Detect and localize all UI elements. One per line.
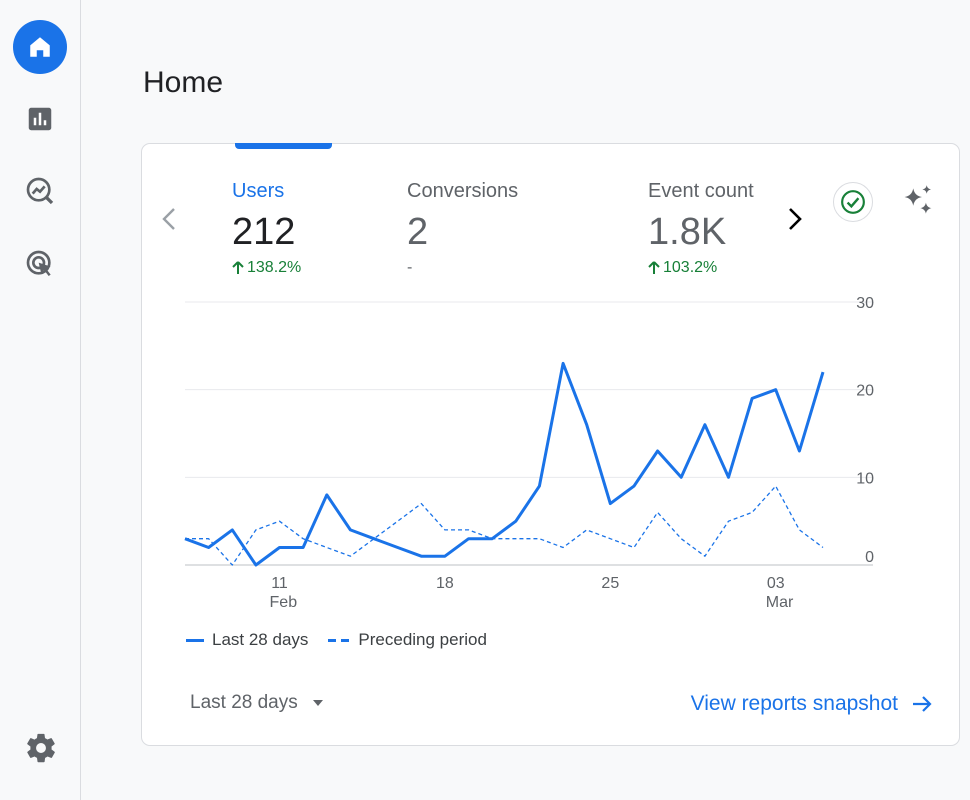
prev-metrics-button[interactable] [156, 204, 182, 234]
metric-change: 138.2% [232, 259, 301, 277]
metric-event-count[interactable]: Event count 1.8K 103.2% [648, 180, 754, 277]
x-tick-label: 18 [436, 575, 454, 592]
legend-previous-label: Preceding period [358, 630, 487, 649]
nav-advertising-button[interactable] [13, 237, 67, 291]
side-rail [0, 0, 81, 800]
x-tick-sublabel: Mar [766, 594, 794, 611]
nav-home-button[interactable] [13, 20, 67, 74]
metric-users[interactable]: Users 212 138.2% [232, 180, 301, 277]
home-icon [30, 37, 50, 57]
metric-conversions[interactable]: Conversions 2 - [407, 180, 518, 277]
date-range-label: Last 28 days [190, 692, 298, 713]
series-line-last-28-days [184, 361, 825, 567]
metric-label: Conversions [407, 180, 519, 202]
metric-value: 212 [232, 211, 296, 253]
legend-previous[interactable]: Preceding period [328, 630, 487, 650]
metric-change-value: 103.2% [663, 259, 718, 276]
advertising-icon [26, 250, 51, 276]
legend-dashed-swatch [328, 638, 351, 642]
chevron-right-icon [789, 208, 802, 230]
metric-value: 2 [407, 211, 429, 253]
y-tick-label: 10 [856, 470, 874, 487]
y-tick-label: 30 [856, 295, 874, 312]
legend-solid-swatch [186, 638, 204, 642]
x-tick-sublabel: Feb [270, 594, 298, 611]
metric-label: Users [232, 180, 285, 202]
metric-value: 1.8K [648, 211, 727, 253]
active-tab-indicator [235, 143, 332, 149]
legend-current[interactable]: Last 28 days [186, 630, 308, 650]
view-reports-snapshot-link[interactable]: View reports snapshot [691, 692, 932, 716]
users-line-chart: 0 10 20 30 11 Feb 18 25 03 Mar [184, 295, 874, 611]
nav-explore-button[interactable] [13, 164, 67, 218]
legend-current-label: Last 28 days [212, 630, 309, 649]
metric-label: Event count [648, 180, 754, 202]
next-metrics-button[interactable] [782, 204, 808, 234]
y-tick-label: 20 [856, 383, 874, 400]
caret-down-icon [312, 700, 323, 706]
x-tick-label: 03 [767, 575, 785, 592]
ai-insights-button[interactable] [896, 179, 940, 223]
chevron-left-icon [162, 208, 175, 230]
series-line-preceding-period [185, 485, 824, 566]
insights-check-button[interactable] [833, 182, 873, 222]
snapshot-link-label: View reports snapshot [690, 692, 898, 715]
explore-icon [26, 177, 54, 205]
check-circle-icon [841, 190, 865, 214]
x-tick-label: 25 [601, 575, 619, 592]
chart-legend: Last 28 days Preceding period [186, 630, 487, 650]
metric-change: 103.2% [648, 259, 754, 277]
nav-reports-button[interactable] [13, 92, 67, 146]
settings-button[interactable] [22, 729, 60, 767]
arrow-up-icon [648, 261, 660, 274]
page-title: Home [143, 66, 224, 99]
metric-change-value: 138.2% [247, 259, 302, 276]
arrow-right-icon [913, 696, 932, 712]
gear-icon [27, 733, 55, 763]
reports-icon [28, 107, 52, 131]
date-range-dropdown[interactable]: Last 28 days [190, 692, 324, 714]
x-tick-label: 11 [271, 575, 288, 592]
metric-change-value: - [407, 259, 413, 276]
sparkle-icon [904, 185, 932, 214]
arrow-up-icon [232, 261, 244, 274]
metric-change: - [407, 259, 518, 277]
overview-card: Users 212 138.2% Conversions 2 - Event c… [141, 143, 960, 746]
y-tick-label: 0 [865, 549, 874, 566]
